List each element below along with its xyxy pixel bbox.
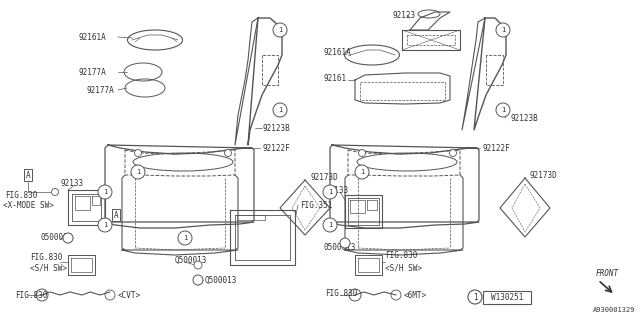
Text: FIG.830: FIG.830 [385, 251, 417, 260]
Text: Q500013: Q500013 [175, 255, 207, 265]
Circle shape [449, 149, 456, 156]
Text: 92173D: 92173D [530, 171, 557, 180]
Text: 92122F: 92122F [482, 143, 509, 153]
Circle shape [358, 149, 365, 156]
Text: 92133: 92133 [325, 186, 348, 195]
Text: 1: 1 [473, 292, 477, 301]
Circle shape [323, 218, 337, 232]
Text: FIG.351: FIG.351 [300, 201, 332, 210]
Text: 92177A: 92177A [78, 68, 106, 76]
Text: 92161A: 92161A [323, 47, 351, 57]
Text: 1: 1 [360, 169, 364, 175]
Circle shape [98, 185, 112, 199]
Text: 1: 1 [278, 27, 282, 33]
Text: 92133: 92133 [60, 179, 83, 188]
Circle shape [51, 188, 58, 196]
Circle shape [273, 23, 287, 37]
Text: A930001329: A930001329 [593, 307, 635, 313]
Circle shape [323, 185, 337, 199]
Text: 92122F: 92122F [262, 143, 290, 153]
Text: 1: 1 [183, 235, 187, 241]
Text: FRONT: FRONT [596, 269, 619, 278]
Bar [483, 291, 531, 304]
Text: 92123B: 92123B [510, 114, 538, 123]
Text: FIG.830: FIG.830 [15, 291, 47, 300]
Text: Q500013: Q500013 [205, 276, 237, 284]
Text: 1: 1 [328, 189, 332, 195]
Text: A: A [26, 171, 30, 180]
Circle shape [273, 103, 287, 117]
Text: 0500013: 0500013 [323, 244, 355, 252]
Circle shape [193, 275, 203, 285]
Text: <S/H SW>: <S/H SW> [30, 263, 67, 273]
Text: 92161: 92161 [323, 74, 346, 83]
Text: 92177A: 92177A [86, 85, 114, 94]
Circle shape [355, 165, 369, 179]
Text: FIG.830: FIG.830 [325, 289, 357, 298]
Circle shape [63, 233, 73, 243]
Circle shape [340, 238, 350, 248]
Text: 1: 1 [278, 107, 282, 113]
Text: FIG.830: FIG.830 [5, 190, 37, 199]
Circle shape [468, 290, 482, 304]
Text: 1: 1 [136, 169, 140, 175]
Text: 92173D: 92173D [310, 172, 338, 181]
Circle shape [131, 165, 145, 179]
Text: 92123: 92123 [392, 11, 415, 20]
Text: 92123B: 92123B [262, 124, 290, 132]
Circle shape [98, 218, 112, 232]
Text: 1: 1 [501, 27, 505, 33]
Circle shape [225, 149, 232, 156]
Text: 92161A: 92161A [78, 33, 106, 42]
Circle shape [496, 103, 510, 117]
Text: FIG.830: FIG.830 [30, 253, 62, 262]
Circle shape [496, 23, 510, 37]
Text: 1: 1 [501, 107, 505, 113]
Text: W130251: W130251 [491, 292, 523, 301]
Circle shape [178, 231, 192, 245]
Circle shape [134, 149, 141, 156]
Text: 1: 1 [328, 222, 332, 228]
Text: <6MT>: <6MT> [404, 292, 427, 300]
Text: 0500013: 0500013 [40, 234, 72, 243]
Text: <CVT>: <CVT> [118, 292, 141, 300]
Text: 1: 1 [103, 189, 107, 195]
Text: A: A [114, 211, 118, 220]
Circle shape [194, 261, 202, 269]
Text: <S/H SW>: <S/H SW> [385, 263, 422, 273]
Text: <X-MODE SW>: <X-MODE SW> [3, 201, 54, 210]
Text: 1: 1 [103, 222, 107, 228]
